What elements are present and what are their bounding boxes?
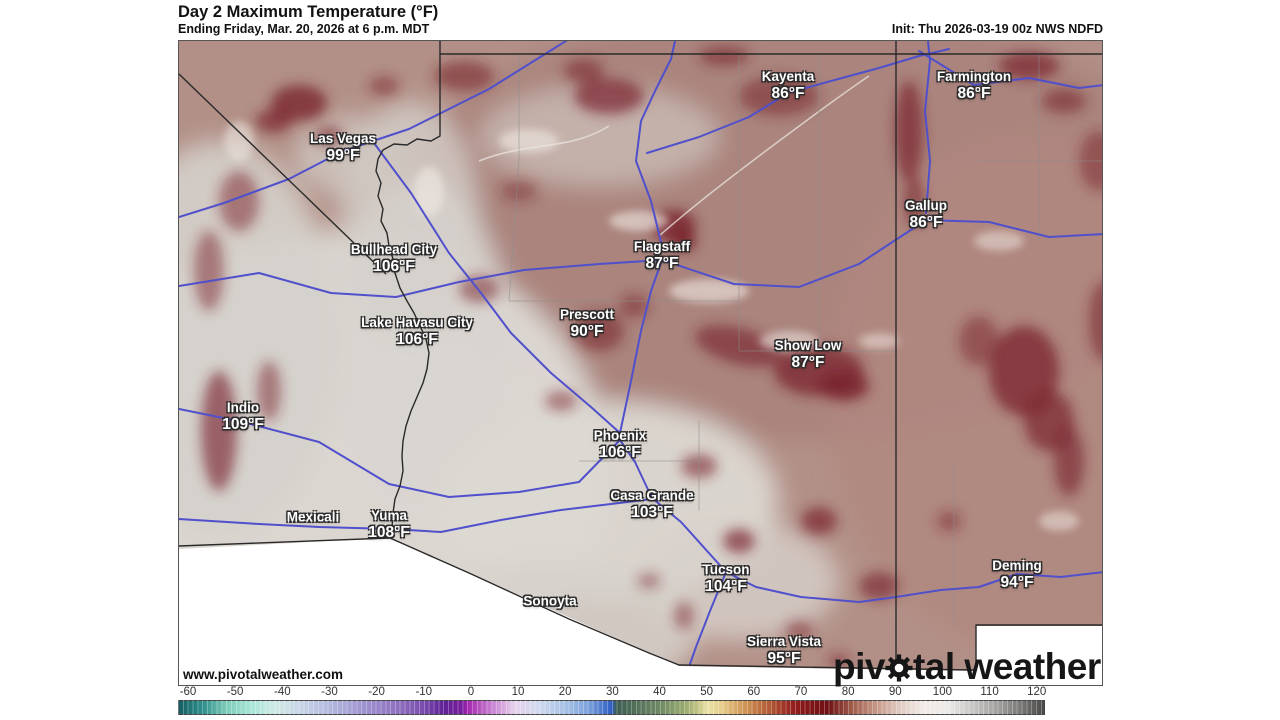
colorbar-tick: 10: [511, 686, 525, 698]
valid-time-subtitle: Ending Friday, Mar. 20, 2026 at 6 p.m. M…: [178, 22, 430, 36]
colorbar-tick: -40: [273, 686, 291, 698]
colorbar-tick: 70: [794, 686, 808, 698]
colorbar-tick: 100: [932, 686, 952, 698]
temperature-map: Kayenta 86°F Farmington 86°F Las Vegas 99°F Ga…: [178, 40, 1103, 686]
temperature-colorbar: -60 -50 -40 -30 -20 -10 0 10 20 30 40 50 60 70 80 90 100…: [178, 686, 1046, 719]
colorbar-gradient: [178, 700, 1045, 715]
state-borders: [179, 41, 1102, 671]
colorbar-tick: 110: [980, 686, 999, 698]
colorbar-tick: -60: [179, 686, 197, 698]
gear-icon: [885, 654, 913, 682]
colorbar-tick: 40: [653, 686, 666, 698]
page-title: Day 2 Maximum Temperature (°F): [178, 3, 439, 21]
colorbar-tick: 50: [700, 686, 714, 698]
colorbar-tick: -10: [415, 686, 433, 698]
pivotal-weather-logo: piv tal weather: [833, 646, 1101, 688]
no-data-region: [179, 538, 1102, 685]
colorbar-tick: -30: [321, 686, 338, 698]
colorbar-tick: 60: [747, 686, 761, 698]
colorbar-tick-labels: -60 -50 -40 -30 -20 -10 0 10 20 30 40 50 60 70 80 90 100…: [178, 686, 1047, 699]
colorbar-tick: 0: [467, 686, 475, 698]
colorbar-tick: 80: [841, 686, 855, 698]
highway-lines: [179, 41, 1102, 665]
colorbar-tick: 20: [558, 686, 572, 698]
model-init-label: Init: Thu 2026-03-19 00z NWS NDFD: [891, 22, 1103, 36]
colorbar-tick: -50: [226, 686, 244, 698]
river-lines: [478, 75, 870, 237]
colorbar-tick: 90: [888, 686, 902, 698]
colorbar-tick: 120: [1027, 686, 1047, 698]
logo-text-pre: piv: [833, 646, 885, 687]
colorbar-tick: -20: [368, 686, 385, 698]
colorbar-tick: 30: [605, 686, 619, 698]
map-graphic: [179, 41, 1102, 685]
colorbar-segments: [178, 700, 1045, 715]
logo-text-post: tal weather: [912, 646, 1101, 687]
website-url: www.pivotalweather.com: [183, 667, 344, 682]
